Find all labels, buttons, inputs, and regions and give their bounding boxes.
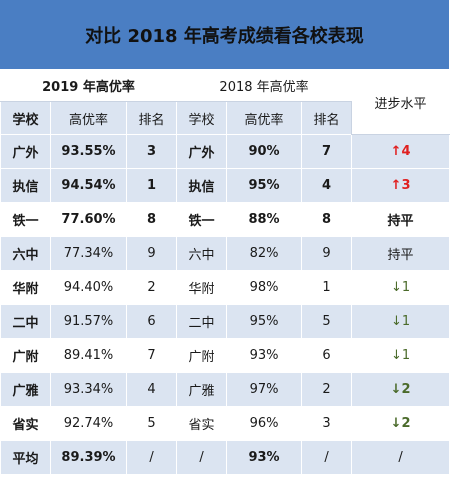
progress-cell: ↑4 [351,134,451,169]
average-school-2018: / [176,440,228,475]
school-2018: 广雅 [176,372,228,407]
rank-2018: 8 [301,202,353,237]
table-row: 广雅 93.34% 4 广雅 97% 2 ↓2 [0,372,451,407]
rank-2019: 1 [125,168,178,203]
rank-2019: 5 [125,406,178,441]
average-rate-2018: 93% [226,440,303,475]
rank-2018: 7 [301,134,353,169]
table-row: 执信 94.54% 1 执信 95% 4 ↑3 [0,168,451,203]
rate-2019: 92.74% [50,406,127,441]
progress-cell: ↓2 [351,406,451,441]
col-rank-2019: 排名 [125,101,178,135]
rank-2018: 5 [301,304,353,339]
rank-2018: 6 [301,338,353,373]
rank-2018: 2 [301,372,353,407]
rate-2019: 89.41% [50,338,127,373]
progress-cell: 持平 [351,202,451,237]
average-row: 平均 89.39% / / 93% / / [0,440,451,475]
progress-cell: ↓2 [351,372,451,407]
rank-2019: 2 [125,270,178,305]
rate-2018: 93% [226,338,303,373]
school-2018: 华附 [176,270,228,305]
table-row: 二中 91.57% 6 二中 95% 5 ↓1 [0,304,451,339]
average-rank-2019: / [125,440,178,475]
school-2019: 铁一 [0,202,51,237]
school-2019: 广雅 [0,372,51,407]
school-2019: 二中 [0,304,51,339]
rank-2019: 9 [125,236,178,271]
rate-2019: 77.34% [50,236,127,271]
table-row: 广外 93.55% 3 广外 90% 7 ↑4 [0,134,451,169]
average-label: 平均 [0,440,51,475]
progress-cell: 持平 [351,236,451,271]
col-school-2019: 学校 [0,101,51,135]
progress-header: 进步水平 [351,69,451,135]
progress-cell: ↓1 [351,338,451,373]
rank-2018: 9 [301,236,353,271]
rate-2018: 88% [226,202,303,237]
table-row: 省实 92.74% 5 省实 96% 3 ↓2 [0,406,451,441]
rank-2019: 6 [125,304,178,339]
group-header-row: 2019 年高优率 2018 年高优率 进步水平 [0,69,451,135]
col-rank-2018: 排名 [301,101,353,135]
rate-2018: 95% [226,168,303,203]
rate-2019: 94.54% [50,168,127,203]
table-row: 广附 89.41% 7 广附 93% 6 ↓1 [0,338,451,373]
rank-2019: 8 [125,202,178,237]
col-school-2018: 学校 [176,101,228,135]
rank-2019: 3 [125,134,178,169]
rate-2018: 95% [226,304,303,339]
rate-2018: 82% [226,236,303,271]
school-2019: 广附 [0,338,51,373]
rank-2019: 7 [125,338,178,373]
school-2018: 省实 [176,406,228,441]
rank-2018: 1 [301,270,353,305]
rate-2019: 91.57% [50,304,127,339]
rate-2018: 90% [226,134,303,169]
school-2019: 执信 [0,168,51,203]
table-row: 华附 94.40% 2 华附 98% 1 ↓1 [0,270,451,305]
school-2018: 铁一 [176,202,228,237]
table-row: 六中 77.34% 9 六中 82% 9 持平 [0,236,451,271]
report-title: 对比 2018 年高考成绩看各校表现 [0,0,449,69]
school-2019: 华附 [0,270,51,305]
rank-2019: 4 [125,372,178,407]
column-header-row: 学校 高优率 排名 学校 高优率 排名 [0,101,450,135]
school-2019: 省实 [0,406,51,441]
col-rate-2018: 高优率 [226,101,303,135]
school-2018: 执信 [176,168,228,203]
table-row: 铁一 77.60% 8 铁一 88% 8 持平 [0,202,451,237]
school-2018: 广外 [176,134,228,169]
group-2018-header: 2018 年高优率 [176,69,353,102]
school-2018: 六中 [176,236,228,271]
rate-2019: 77.60% [50,202,127,237]
col-rate-2019: 高优率 [50,101,127,135]
average-rank-2018: / [301,440,353,475]
school-2019: 六中 [0,236,51,271]
rank-2018: 4 [301,168,353,203]
average-progress: / [351,440,451,475]
average-rate-2019: 89.39% [50,440,127,475]
progress-cell: ↓1 [351,270,451,305]
school-2018: 二中 [176,304,228,339]
rate-2018: 96% [226,406,303,441]
score-comparison-table: 2019 年高优率 2018 年高优率 进步水平 学校 高优率 排名 学校 高优… [0,69,451,475]
rate-2019: 93.55% [50,134,127,169]
rate-2019: 93.34% [50,372,127,407]
rate-2019: 94.40% [50,270,127,305]
group-2019-header: 2019 年高优率 [0,69,178,102]
rank-2018: 3 [301,406,353,441]
rate-2018: 98% [226,270,303,305]
rate-2018: 97% [226,372,303,407]
school-2018: 广附 [176,338,228,373]
progress-cell: ↓1 [351,304,451,339]
school-2019: 广外 [0,134,51,169]
progress-cell: ↑3 [351,168,451,203]
